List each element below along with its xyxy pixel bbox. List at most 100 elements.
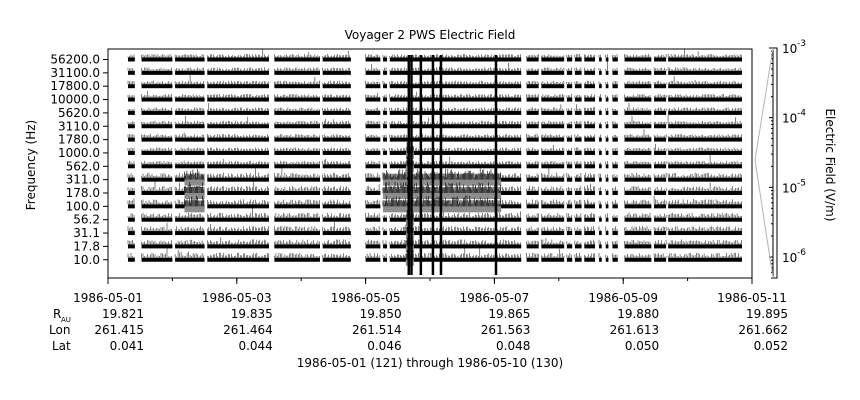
channel-baseline (141, 150, 173, 155)
channel-baseline (566, 110, 573, 115)
channel-baseline (389, 84, 522, 89)
x-tick-label: 1986-05-11 (717, 291, 787, 305)
channel-noise (566, 121, 572, 125)
channel-noise (598, 134, 601, 138)
channel-baseline (141, 137, 173, 142)
channel-baseline (207, 97, 269, 102)
channel-noise (612, 226, 618, 232)
channel-baseline (128, 257, 135, 262)
channel-noise (574, 67, 582, 71)
channel-baseline (526, 84, 539, 89)
channel-baseline (566, 70, 573, 75)
channel-baseline (574, 204, 582, 209)
channel-baseline (605, 84, 609, 89)
channel-noise (141, 222, 172, 232)
channel-noise (322, 186, 350, 191)
x-tick-label: 1986-05-03 (202, 291, 272, 305)
channel-noise (141, 160, 172, 165)
channel-baseline (624, 217, 652, 222)
channel-baseline (207, 110, 269, 115)
channel-baseline (141, 217, 173, 222)
plot-area (107, 48, 753, 279)
channel-baseline (566, 97, 573, 102)
channel-noise (174, 250, 204, 258)
channel-baseline (274, 137, 320, 142)
channel-noise (612, 121, 618, 125)
channel-noise (566, 147, 572, 151)
channel-noise (174, 54, 204, 58)
channel-baseline (207, 177, 269, 182)
channel-noise (667, 134, 742, 138)
channel-noise (141, 248, 172, 258)
channel-baseline (599, 244, 602, 249)
channel-baseline (322, 204, 351, 209)
channel-baseline (322, 124, 351, 129)
channel-noise (612, 214, 618, 218)
channel-noise (566, 67, 572, 71)
channel-baseline (654, 244, 667, 249)
channel-baseline (128, 204, 135, 209)
channel-noise (574, 240, 582, 245)
channel-noise (612, 54, 618, 58)
channel-baseline (207, 257, 269, 262)
channel-baseline (599, 150, 602, 155)
channel-noise (322, 67, 350, 71)
channel-baseline (566, 84, 573, 89)
channel-noise (574, 54, 582, 58)
channel-noise (526, 107, 539, 111)
channel-noise (382, 120, 387, 125)
channel-trace-17.8 (127, 237, 742, 249)
channel-baseline (526, 204, 539, 209)
channel-noise (667, 107, 742, 111)
channel-baseline (175, 110, 205, 115)
channel-baseline (389, 57, 522, 62)
channel-noise (624, 102, 651, 111)
channel-trace-31100.0 (127, 60, 742, 75)
channel-baseline (624, 97, 652, 102)
channel-noise (127, 187, 135, 191)
channel-noise (526, 121, 539, 125)
channel-noise (127, 239, 135, 245)
channel-baseline (668, 217, 742, 222)
channel-noise (141, 80, 172, 85)
channel-noise (382, 147, 387, 151)
activity-region-0 (184, 168, 205, 213)
channel-baseline (566, 244, 573, 249)
channel-baseline (605, 204, 609, 209)
channel-noise (207, 181, 270, 191)
channel-baseline (389, 231, 522, 236)
channel-noise (667, 147, 742, 151)
channel-baseline (566, 177, 573, 182)
channel-baseline (365, 177, 381, 182)
channel-baseline (383, 124, 388, 129)
activity-spikes (184, 182, 204, 193)
channel-noise (174, 212, 204, 218)
channel-noise (598, 54, 601, 58)
channel-noise (526, 213, 539, 218)
channel-noise (382, 161, 387, 165)
channel-noise (598, 239, 601, 245)
channel-noise (365, 199, 380, 205)
channel-baseline (128, 177, 135, 182)
channel-noise (207, 94, 270, 98)
channel-noise (653, 144, 667, 151)
channel-noise (624, 240, 651, 245)
colorbar-tick-exp: -4 (797, 109, 806, 119)
channel-baseline (207, 84, 269, 89)
channel-baseline (574, 137, 582, 142)
channel-baseline (584, 70, 596, 75)
channel-noise (526, 252, 539, 258)
channel-noise (127, 226, 135, 232)
channel-noise (541, 67, 565, 71)
channel-baseline (274, 177, 320, 182)
r-au-subscript: AU (61, 316, 71, 324)
channel-baseline (383, 137, 388, 142)
channel-baseline (383, 257, 388, 262)
channel-noise (127, 147, 135, 151)
channel-noise (598, 68, 601, 71)
channel-baseline (322, 177, 351, 182)
channel-baseline (526, 191, 539, 195)
channel-baseline (654, 191, 667, 195)
channel-baseline (574, 177, 582, 182)
channel-noise (127, 134, 135, 138)
